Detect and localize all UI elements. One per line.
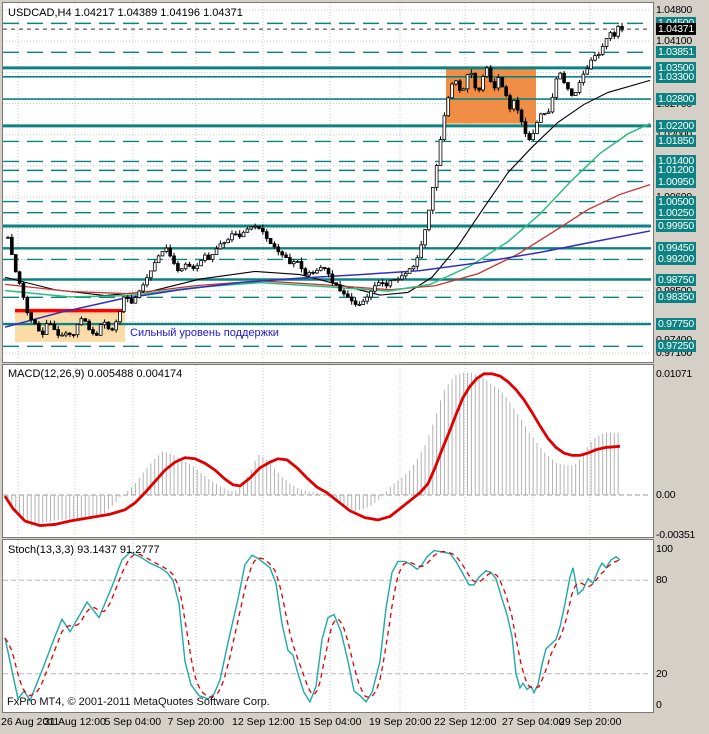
stoch-tick-label: 20 (656, 667, 668, 680)
time-tick-label: 26 Aug 2011 (1, 716, 60, 728)
price-chart-canvas[interactable] (3, 3, 653, 360)
stoch-tick-label: 0 (656, 699, 662, 711)
level-price-label: 1.00250 (656, 206, 696, 219)
stoch-canvas[interactable] (3, 540, 653, 710)
macd-canvas[interactable] (3, 365, 653, 535)
macd-signal-line (3, 372, 621, 527)
support-annotation[interactable]: Сильный уровень поддержки (130, 327, 279, 339)
level-price-label: 0.97750 (656, 318, 696, 331)
stoch-label: Stoch(13,3,3) 93.1437 91.2777 (8, 544, 160, 556)
candlestick-series (6, 22, 624, 339)
ma-blue (4, 230, 651, 328)
macd-label: MACD(12,26,9) 0.005488 0.004174 (8, 368, 183, 380)
price-axis[interactable]: 1.048001.041001.027001.020001.006000.985… (655, 0, 709, 734)
level-price-label: 1.02200 (656, 119, 696, 132)
grid (17, 540, 591, 710)
level-price-label: 0.99950 (656, 220, 696, 233)
level-price-label: 1.02800 (656, 93, 696, 106)
level-price-label: 0.98350 (656, 291, 696, 304)
current-price-label: 1.04371 (656, 23, 696, 36)
ma-green (4, 122, 651, 298)
time-tick-label: 29 Sep 20:00 (559, 716, 622, 728)
macd-pane[interactable] (2, 364, 654, 538)
time-tick-label: 19 Sep 20:00 (369, 716, 432, 728)
level-price-label: 1.01850 (656, 135, 696, 148)
level-price-label: 0.99450 (656, 242, 696, 255)
time-tick-label: 5 Sep 04:00 (104, 716, 162, 728)
level-price-label: 0.97250 (656, 340, 696, 353)
time-tick-label: 31 Aug 12:00 (44, 716, 106, 728)
copyright-text: FxPro MT4, © 2001-2011 MetaQuotes Softwa… (7, 696, 270, 708)
time-tick-label: 22 Sep 12:00 (434, 716, 497, 728)
macd-tick-label: -0.00351 (656, 528, 696, 541)
ma-black (4, 79, 651, 297)
macd-tick-label: 0.01071 (656, 367, 692, 380)
level-price-label: 1.01200 (656, 164, 696, 177)
price-chart-pane[interactable] (2, 2, 654, 363)
macd-tick-label: 0.00 (656, 489, 676, 501)
time-tick-label: 12 Sep 12:00 (232, 716, 295, 728)
stoch-tick-label: 80 (656, 574, 668, 587)
level-price-label: 1.00500 (656, 195, 696, 208)
level-price-label: 1.03851 (656, 46, 696, 59)
level-price-label: 1.03300 (656, 70, 696, 83)
stoch-d-line (4, 550, 621, 699)
price-tick-label: 1.04100 (656, 35, 692, 48)
level-price-label: 1.00950 (656, 175, 696, 188)
stoch-k-line (4, 549, 621, 704)
time-tick-label: 15 Sep 04:00 (299, 716, 362, 728)
level-price-label: 0.99200 (656, 253, 696, 266)
support-resistance-levels (3, 22, 651, 348)
chart-title: USDCAD,H4 1.04217 1.04389 1.04196 1.0437… (8, 7, 243, 19)
grid (17, 365, 591, 535)
stoch-pane[interactable] (2, 539, 654, 713)
price-tick-label: 1.04800 (656, 4, 692, 16)
time-tick-label: 27 Sep 04:00 (502, 716, 565, 728)
level-price-label: 0.98750 (656, 273, 696, 286)
stoch-tick-label: 100 (656, 543, 673, 555)
time-tick-label: 7 Sep 20:00 (167, 716, 225, 728)
macd-histogram (7, 372, 619, 527)
